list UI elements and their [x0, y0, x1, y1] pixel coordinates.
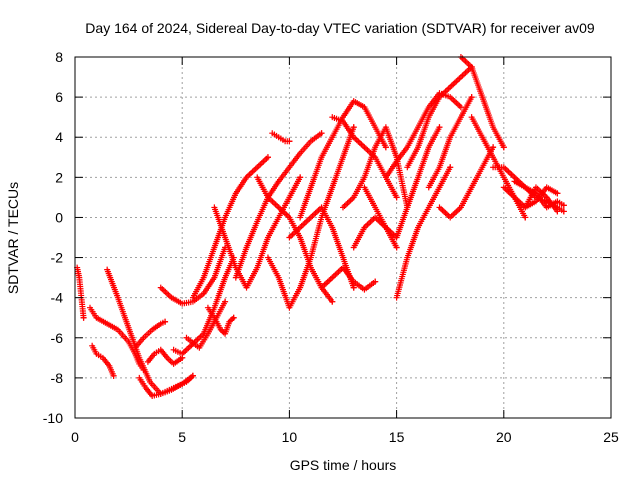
- y-tick-label: 2: [55, 169, 63, 185]
- data-point: [500, 144, 507, 151]
- data-point: [382, 144, 389, 151]
- data-series-arc-06: [136, 372, 196, 399]
- y-tick-label: -6: [51, 330, 64, 346]
- data-point: [189, 372, 196, 379]
- x-tick-label: 20: [496, 429, 512, 445]
- y-tick-label: 4: [55, 129, 63, 145]
- data-series-arc-11: [189, 154, 271, 301]
- data-point: [318, 130, 325, 137]
- data-point: [436, 124, 443, 131]
- data-series-arc-03: [89, 342, 117, 379]
- data-point: [350, 124, 357, 131]
- data-series-arc-28: [425, 94, 475, 191]
- data-series-arc-24: [361, 124, 443, 241]
- data-series-arc-22: [340, 124, 411, 211]
- data-point: [329, 298, 336, 305]
- x-tick-label: 25: [603, 429, 619, 445]
- data-point: [522, 214, 529, 221]
- x-tick-label: 10: [282, 429, 298, 445]
- plot-frame: [74, 56, 612, 419]
- data-series-arc-12: [204, 304, 237, 337]
- data-series-arc-02: [87, 304, 147, 373]
- y-tick-label: 6: [55, 89, 63, 105]
- data-point: [490, 144, 497, 151]
- data-series-arc-14: [232, 130, 325, 281]
- y-tick-label: -4: [51, 290, 64, 306]
- data-series-arc-17: [269, 130, 293, 145]
- data-series-arc-01: [74, 264, 87, 321]
- data-point: [560, 202, 567, 209]
- data-point: [447, 164, 454, 171]
- data-point: [457, 104, 464, 111]
- data-point: [554, 208, 561, 215]
- data-point: [468, 94, 475, 101]
- x-tick-label: 15: [389, 429, 405, 445]
- data-point: [560, 208, 567, 215]
- y-tick-label: -10: [43, 410, 63, 426]
- data-layer: [74, 54, 567, 399]
- data-point: [222, 298, 229, 305]
- data-series-arc-15: [254, 174, 336, 305]
- data-point: [162, 318, 169, 325]
- data-series-arc-05: [132, 318, 169, 351]
- data-point: [393, 194, 400, 201]
- y-tick-label: 0: [55, 209, 63, 225]
- data-point: [297, 174, 304, 181]
- data-point: [372, 278, 379, 285]
- data-series-arc-27: [404, 64, 475, 171]
- data-series-arc-30: [457, 54, 507, 151]
- x-tick-label: 0: [71, 429, 79, 445]
- data-point: [350, 284, 357, 291]
- y-tick-label: -2: [51, 250, 64, 266]
- x-tick-label: 5: [178, 429, 186, 445]
- data-series-arc-20: [318, 264, 379, 293]
- y-axis-label: SDTVAR / TECUs: [5, 182, 21, 294]
- grid: [75, 57, 611, 418]
- chart-title: Day 164 of 2024, Sidereal Day-to-day VTE…: [85, 20, 595, 36]
- data-point: [286, 138, 293, 145]
- data-point: [80, 314, 87, 321]
- y-tick-label: -8: [51, 370, 64, 386]
- data-series-arc-10: [183, 298, 229, 351]
- data-point: [230, 314, 237, 321]
- data-series-arc-26: [393, 164, 454, 301]
- data-point: [554, 190, 561, 197]
- data-series-arc-16: [264, 124, 357, 311]
- data-series-arc-29: [436, 144, 497, 221]
- data-series-arc-35: [522, 184, 561, 215]
- data-point: [264, 154, 271, 161]
- data-point: [110, 372, 117, 379]
- data-series-arc-07: [144, 346, 186, 367]
- data-series-arc-19: [297, 98, 389, 221]
- data-point: [393, 244, 400, 251]
- y-tick-label: 8: [55, 49, 63, 65]
- x-axis-label: GPS time / hours: [290, 457, 397, 473]
